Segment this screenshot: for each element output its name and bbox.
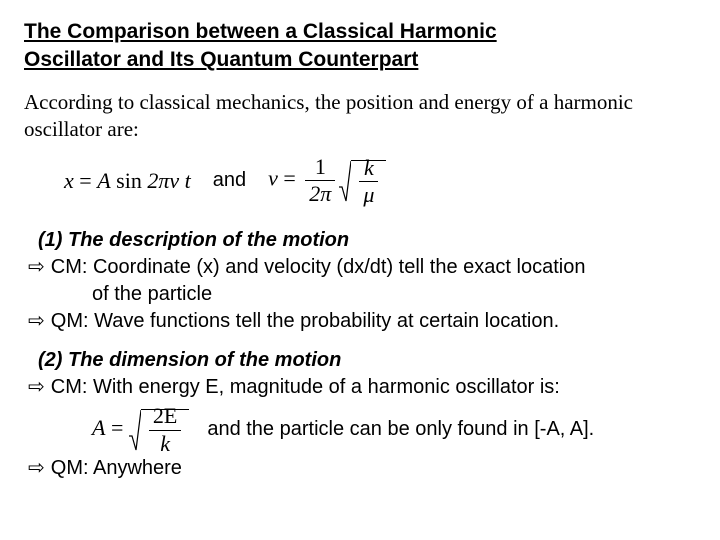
- section-2-qm: ⇨ QM: Anywhere: [28, 455, 696, 482]
- section-1: (1) The description of the motion ⇨ CM: …: [24, 227, 696, 335]
- equation-row-1: x = A sin 2πν t and ν = 1 2π k μ: [64, 155, 696, 206]
- eq2-equals: =: [278, 166, 301, 191]
- section-2-tail: and the particle can be only found in [-…: [207, 416, 594, 443]
- arrow-icon: ⇨: [28, 254, 45, 281]
- section-2-cm-text: CM: With energy E, magnitude of a harmon…: [51, 374, 560, 401]
- sqrt-icon: [129, 409, 141, 451]
- eq1-equals: =: [74, 168, 97, 193]
- section-2-qm-text: QM: Anywhere: [51, 455, 182, 482]
- eq2-sqrt-num: k: [360, 156, 378, 180]
- eq1-lhs: x: [64, 168, 74, 193]
- eq1-a: A: [97, 168, 110, 193]
- and-label: and: [213, 169, 246, 192]
- eq3-equals: =: [105, 415, 128, 440]
- arrow-icon: ⇨: [28, 374, 45, 401]
- section-1-cm-line1: CM: Coordinate (x) and velocity (dx/dt) …: [51, 254, 586, 281]
- sqrt-icon: [339, 160, 351, 202]
- eq1-sin: sin: [111, 168, 148, 193]
- eq2-frac-num: 1: [311, 155, 330, 179]
- eq1-arg: 2πν t: [147, 168, 190, 193]
- eq3-sqrt: 2E k: [129, 409, 189, 451]
- eq2-sqrt-den: μ: [359, 183, 378, 207]
- eq2-sqrt: k μ: [339, 160, 386, 202]
- section-2: (2) The dimension of the motion ⇨ CM: Wi…: [24, 347, 696, 482]
- equation-x: x = A sin 2πν t: [64, 168, 191, 194]
- arrow-icon: ⇨: [28, 308, 45, 335]
- eq2-frac-den: 2π: [305, 182, 335, 206]
- section-1-qm: ⇨ QM: Wave functions tell the probabilit…: [28, 308, 696, 335]
- section-1-cm-line2: of the particle: [92, 281, 696, 308]
- arrow-icon: ⇨: [28, 455, 45, 482]
- title-line-1: The Comparison between a Classical Harmo…: [24, 20, 497, 43]
- equation-row-2: A = 2E k and the particle can be only fo…: [92, 409, 696, 451]
- section-1-heading: (1) The description of the motion: [38, 227, 696, 254]
- eq2-sqrt-body: k μ: [351, 160, 386, 202]
- eq3-sqrt-den: k: [156, 432, 174, 456]
- eq3-a: A: [92, 415, 105, 440]
- eq3-sqrt-num: 2E: [149, 404, 181, 428]
- equation-nu: ν = 1 2π k μ: [268, 155, 386, 206]
- section-1-qm-text: QM: Wave functions tell the probability …: [51, 308, 559, 335]
- slide-title: The Comparison between a Classical Harmo…: [24, 18, 696, 75]
- eq3-sqrt-body: 2E k: [141, 409, 189, 451]
- section-2-cm: ⇨ CM: With energy E, magnitude of a harm…: [28, 374, 696, 401]
- eq2-nu: ν: [268, 166, 278, 191]
- section-2-heading: (2) The dimension of the motion: [38, 347, 696, 374]
- intro-paragraph: According to classical mechanics, the po…: [24, 89, 696, 144]
- eq2-frac-1-over-2pi: 1 2π: [305, 155, 335, 206]
- section-1-cm: ⇨ CM: Coordinate (x) and velocity (dx/dt…: [28, 254, 696, 281]
- title-line-2: Oscillator and Its Quantum Counterpart: [24, 48, 418, 71]
- equation-a: A = 2E k: [92, 409, 189, 451]
